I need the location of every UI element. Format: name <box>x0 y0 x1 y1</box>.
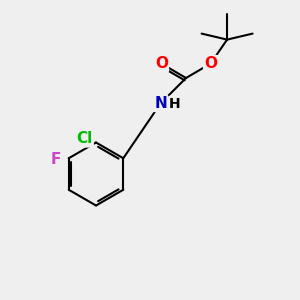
Text: O: O <box>204 56 217 71</box>
Text: H: H <box>169 97 181 110</box>
Text: Cl: Cl <box>76 131 93 146</box>
Text: O: O <box>155 56 168 71</box>
Text: N: N <box>154 96 167 111</box>
Text: F: F <box>51 152 61 167</box>
